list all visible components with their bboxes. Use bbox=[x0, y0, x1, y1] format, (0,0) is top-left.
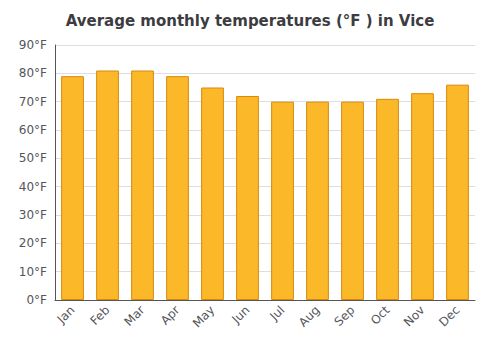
svg-text:10°F: 10°F bbox=[19, 265, 47, 279]
svg-text:30°F: 30°F bbox=[19, 208, 47, 222]
svg-text:60°F: 60°F bbox=[19, 123, 47, 137]
svg-text:70°F: 70°F bbox=[19, 95, 47, 109]
svg-text:40°F: 40°F bbox=[19, 180, 47, 194]
svg-text:Jul: Jul bbox=[267, 303, 288, 324]
svg-text:50°F: 50°F bbox=[19, 151, 47, 165]
svg-text:20°F: 20°F bbox=[19, 236, 47, 250]
svg-text:90°F: 90°F bbox=[19, 38, 47, 52]
svg-text:Jun: Jun bbox=[229, 303, 253, 327]
svg-text:May: May bbox=[190, 303, 217, 330]
svg-text:Average monthly temperatures (: Average monthly temperatures (°F ) in Vi… bbox=[66, 12, 435, 30]
svg-text:Nov: Nov bbox=[401, 303, 427, 329]
svg-text:Oct: Oct bbox=[368, 303, 393, 328]
svg-text:Sep: Sep bbox=[332, 303, 358, 329]
svg-text:Feb: Feb bbox=[88, 303, 113, 328]
svg-text:Apr: Apr bbox=[158, 303, 183, 328]
svg-text:80°F: 80°F bbox=[19, 66, 47, 80]
svg-text:Dec: Dec bbox=[436, 303, 462, 329]
svg-text:0°F: 0°F bbox=[26, 293, 47, 307]
svg-text:Mar: Mar bbox=[122, 303, 148, 329]
svg-text:Jan: Jan bbox=[54, 303, 78, 327]
svg-text:Aug: Aug bbox=[296, 303, 322, 329]
